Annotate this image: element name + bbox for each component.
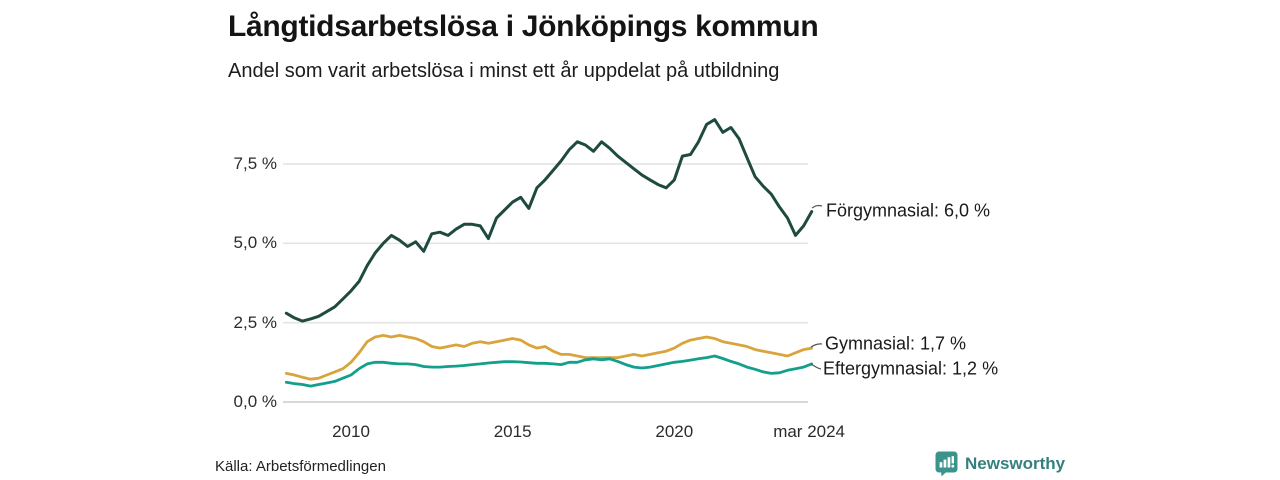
- series-label-f-rgymnasial: Förgymnasial: 6,0 %: [826, 200, 991, 221]
- page-title: Långtidsarbetslösa i Jönköpings kommun: [228, 10, 819, 43]
- bar-chart-glyph: [939, 456, 955, 468]
- x-axis-tick-2020: 2020: [655, 422, 694, 441]
- series-label-eftergymnasial: Eftergymnasial: 1,2 %: [823, 358, 999, 379]
- label-connector-eftergymnasial: [810, 363, 822, 370]
- series-line-eftergymnasial: [284, 354, 814, 388]
- speech-bubble-shape: [935, 451, 958, 476]
- y-axis-tick-0: 0,0 %: [233, 392, 277, 411]
- x-axis-tick-mar-2024: mar 2024: [773, 422, 846, 441]
- newsworthy-icon: [935, 451, 958, 476]
- y-axis-tick-2.5: 2,5 %: [233, 312, 277, 332]
- y-axis-tick-7.5: 7,5 %: [233, 154, 277, 174]
- series-line-f-rgymnasial: [284, 118, 814, 323]
- series-label-gymnasial: Gymnasial: 1,7 %: [825, 333, 967, 354]
- x-axis-tick-2010: 2010: [332, 422, 370, 441]
- y-axis-tick-5: 5,0 %: [233, 233, 277, 253]
- source-note: Källa: Arbetsförmedlingen: [215, 458, 386, 475]
- page-subtitle: Andel som varit arbetslösa i minst ett å…: [228, 60, 780, 82]
- brand-logo: Newsworthy: [935, 451, 1065, 476]
- brand-name: Newsworthy: [965, 453, 1066, 473]
- label-connector-gymnasial: [810, 343, 823, 348]
- label-connector-f-rgymnasial: [811, 204, 823, 209]
- series-line-gymnasial: [284, 333, 814, 381]
- x-axis-tick-2015: 2015: [493, 422, 532, 441]
